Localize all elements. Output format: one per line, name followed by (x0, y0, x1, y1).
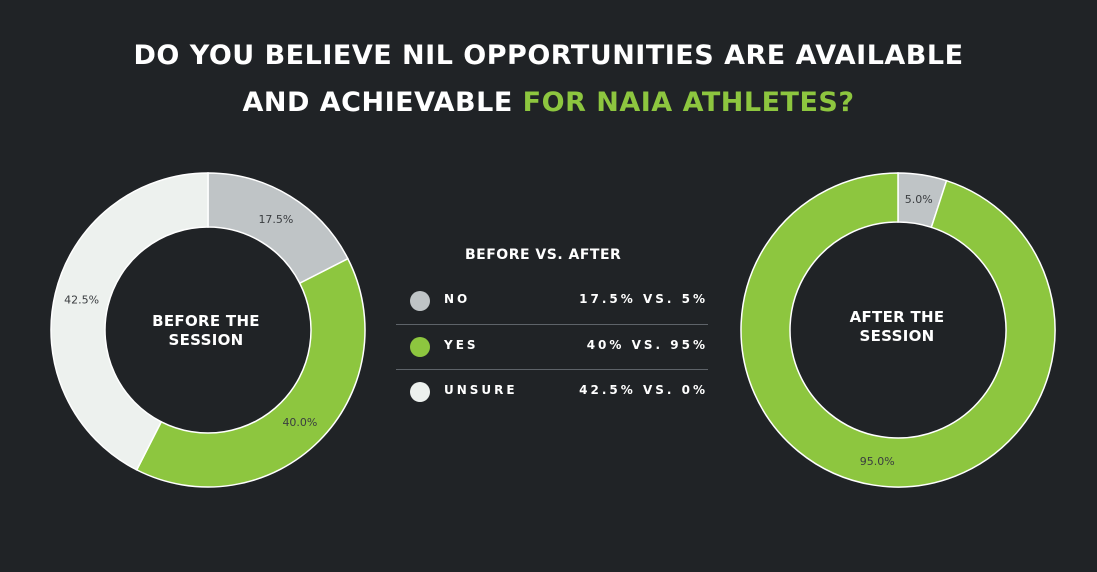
slice-unsure (50, 172, 209, 471)
legend-value-no: 17.5% VS. 5% (579, 292, 708, 306)
legend-label-unsure: UNSURE (444, 383, 518, 397)
title-line-1: DO YOU BELIEVE NIL OPPORTUNITIES ARE AVA… (133, 40, 964, 71)
legend-divider (396, 369, 708, 370)
legend-value-unsure: 42.5% VS. 0% (579, 383, 708, 397)
legend-dot-unsure (410, 382, 430, 402)
legend-label-yes: YES (444, 338, 479, 352)
center-label-line: SESSION (168, 331, 244, 349)
legend-row-no: NO 17.5% VS. 5% (396, 279, 708, 323)
center-label-line: BEFORE THE (152, 312, 260, 330)
slice-no (207, 172, 349, 285)
title-line-2-highlight: FOR NAIA ATHLETES? (522, 87, 855, 118)
legend-divider (396, 324, 708, 325)
legend-dot-no (410, 291, 430, 311)
legend-row-yes: YES 40% VS. 95% (396, 325, 708, 369)
legend-value-yes: 40% VS. 95% (586, 338, 708, 352)
title-line-2: AND ACHIEVABLE FOR NAIA ATHLETES? (0, 79, 1097, 126)
page-title: DO YOU BELIEVE NIL OPPORTUNITIES ARE AVA… (0, 32, 1097, 126)
slice-label-no: 5.0% (905, 193, 933, 206)
center-label-before: BEFORE THE SESSION (116, 312, 296, 350)
donut-chart-before: 17.5% 40.0% 42.5% (50, 172, 366, 488)
legend-title: BEFORE VS. AFTER (465, 247, 622, 263)
legend-dot-yes (410, 337, 430, 357)
legend-label-no: NO (444, 292, 471, 306)
legend-row-unsure: UNSURE 42.5% VS. 0% (396, 370, 708, 414)
slice-label-no: 17.5% (258, 213, 293, 226)
donut-chart-after: 5.0% 95.0% (740, 172, 1056, 488)
slice-label-yes: 95.0% (860, 455, 895, 468)
slice-yes (740, 172, 1056, 488)
slice-label-yes: 40.0% (282, 416, 317, 429)
center-label-line: SESSION (859, 327, 935, 345)
title-line-2-white: AND ACHIEVABLE (242, 87, 523, 118)
slice-label-unsure: 42.5% (64, 294, 99, 307)
slice-yes (135, 257, 366, 488)
center-label-after: AFTER THE SESSION (807, 308, 987, 346)
center-label-line: AFTER THE (849, 308, 945, 326)
